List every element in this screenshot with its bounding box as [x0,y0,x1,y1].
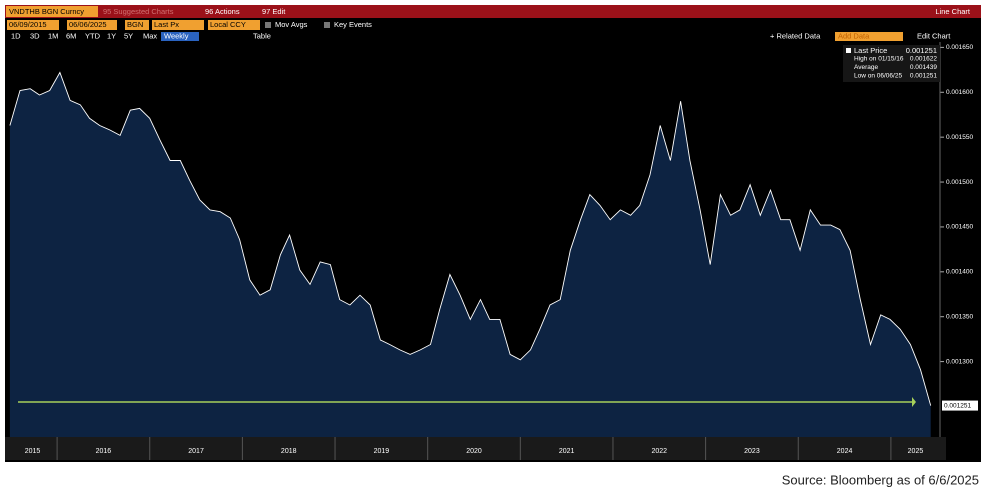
period-button[interactable]: 1M [48,31,58,40]
last-price-tag [942,400,978,411]
x-tick-label: 2015 [25,448,41,455]
input-field[interactable] [152,20,204,30]
menu-item[interactable]: 95 Suggested Charts [103,7,174,16]
plot-area: 2015 2016 2017 2018 2019 2020 2021 2022 2023 2024… [5,42,978,460]
input-field[interactable] [67,20,117,30]
y-tick-label: 0.001350 [946,313,973,320]
x-tick-label: 2022 [651,448,667,455]
stat-label: Average [854,64,878,71]
x-tick-label: 2018 [281,448,297,455]
start-date: 06/09/2015 [9,20,47,29]
x-tick-label: 2024 [837,448,853,455]
stat-label: Low on 06/06/25 [854,73,902,80]
option[interactable]: Key Events [334,20,372,29]
ticker: VNDTHB BGN Curncy [9,7,84,16]
option[interactable]: Mov Avgs [275,20,308,29]
x-tick-label: 2016 [96,448,112,455]
stat-label: High on 01/15/16 [854,56,904,63]
x-tick-label: 2019 [374,448,390,455]
add-data: Add Data [838,31,870,40]
period-button[interactable]: 5Y [124,31,133,40]
period-button[interactable]: Max [143,31,157,40]
edit-chart[interactable]: Edit Chart [917,31,951,40]
y-tick-label: 0.001450 [946,224,973,231]
stat-value: 0.001439 [910,64,937,71]
y-tick-label: 0.001600 [946,89,973,96]
field: Last Px [154,20,179,29]
related-data[interactable]: + Related Data [770,31,821,40]
input-field[interactable] [125,20,149,30]
y-tick-label: 0.001550 [946,134,973,141]
ticker-field[interactable] [6,6,98,17]
y-tick-label: 0.001500 [946,179,973,186]
title-bar [5,5,981,18]
legend-panel [843,45,940,82]
table-button[interactable]: Table [253,31,271,40]
period-button[interactable]: YTD [85,31,101,40]
legend-stats: High on 01/15/16 0.001622 Average 0.001439 L… [854,56,937,80]
end-date: 06/06/2025 [69,20,107,29]
input-field[interactable] [208,20,260,30]
period-button[interactable]: 6M [66,31,76,40]
frequency-button[interactable] [161,32,199,41]
legend-label: Last Price [854,46,887,55]
arrow-head [912,397,916,407]
y-tick-label: 0.001650 [946,44,973,51]
area [9,72,931,437]
add-data-field[interactable] [835,32,903,41]
frequency: Weekly [164,31,189,40]
x-tick-label: 2020 [466,448,482,455]
y-tick-label: 0.001400 [946,269,973,276]
stat-value: 0.001622 [910,56,937,63]
currency: Local CCY [210,20,246,29]
chart-type: Line Chart [935,7,971,16]
menu-item[interactable]: 96 Actions [205,7,240,16]
legend-swatch [846,48,851,53]
footnote: Source: Bloomberg as of 6/6/2025 [782,472,979,487]
x-tick-label: 2023 [744,448,760,455]
stat-value: 0.001251 [910,73,937,80]
x-tick-label: 2017 [188,448,204,455]
period-button[interactable]: 1D [11,31,21,40]
last-price-label: 0.001251 [944,402,971,409]
period-button[interactable]: 1Y [107,31,116,40]
input-field[interactable] [7,20,59,30]
period-button[interactable]: 3D [30,31,40,40]
checkbox[interactable] [265,22,271,28]
legend-value: 0.001251 [906,46,937,55]
source-field: BGN [127,20,143,29]
y-tick-label: 0.001300 [946,358,973,365]
x-tick-label: 2025 [908,448,924,455]
period-buttons: 1D 3D 1M 6M YTD 1Y 5Y Max [11,31,157,40]
checkbox[interactable] [324,22,330,28]
menu-item[interactable]: 97 Edit [262,7,286,16]
x-axis-band [5,437,946,460]
line [9,71,932,406]
x-tick-label: 2021 [559,448,575,455]
